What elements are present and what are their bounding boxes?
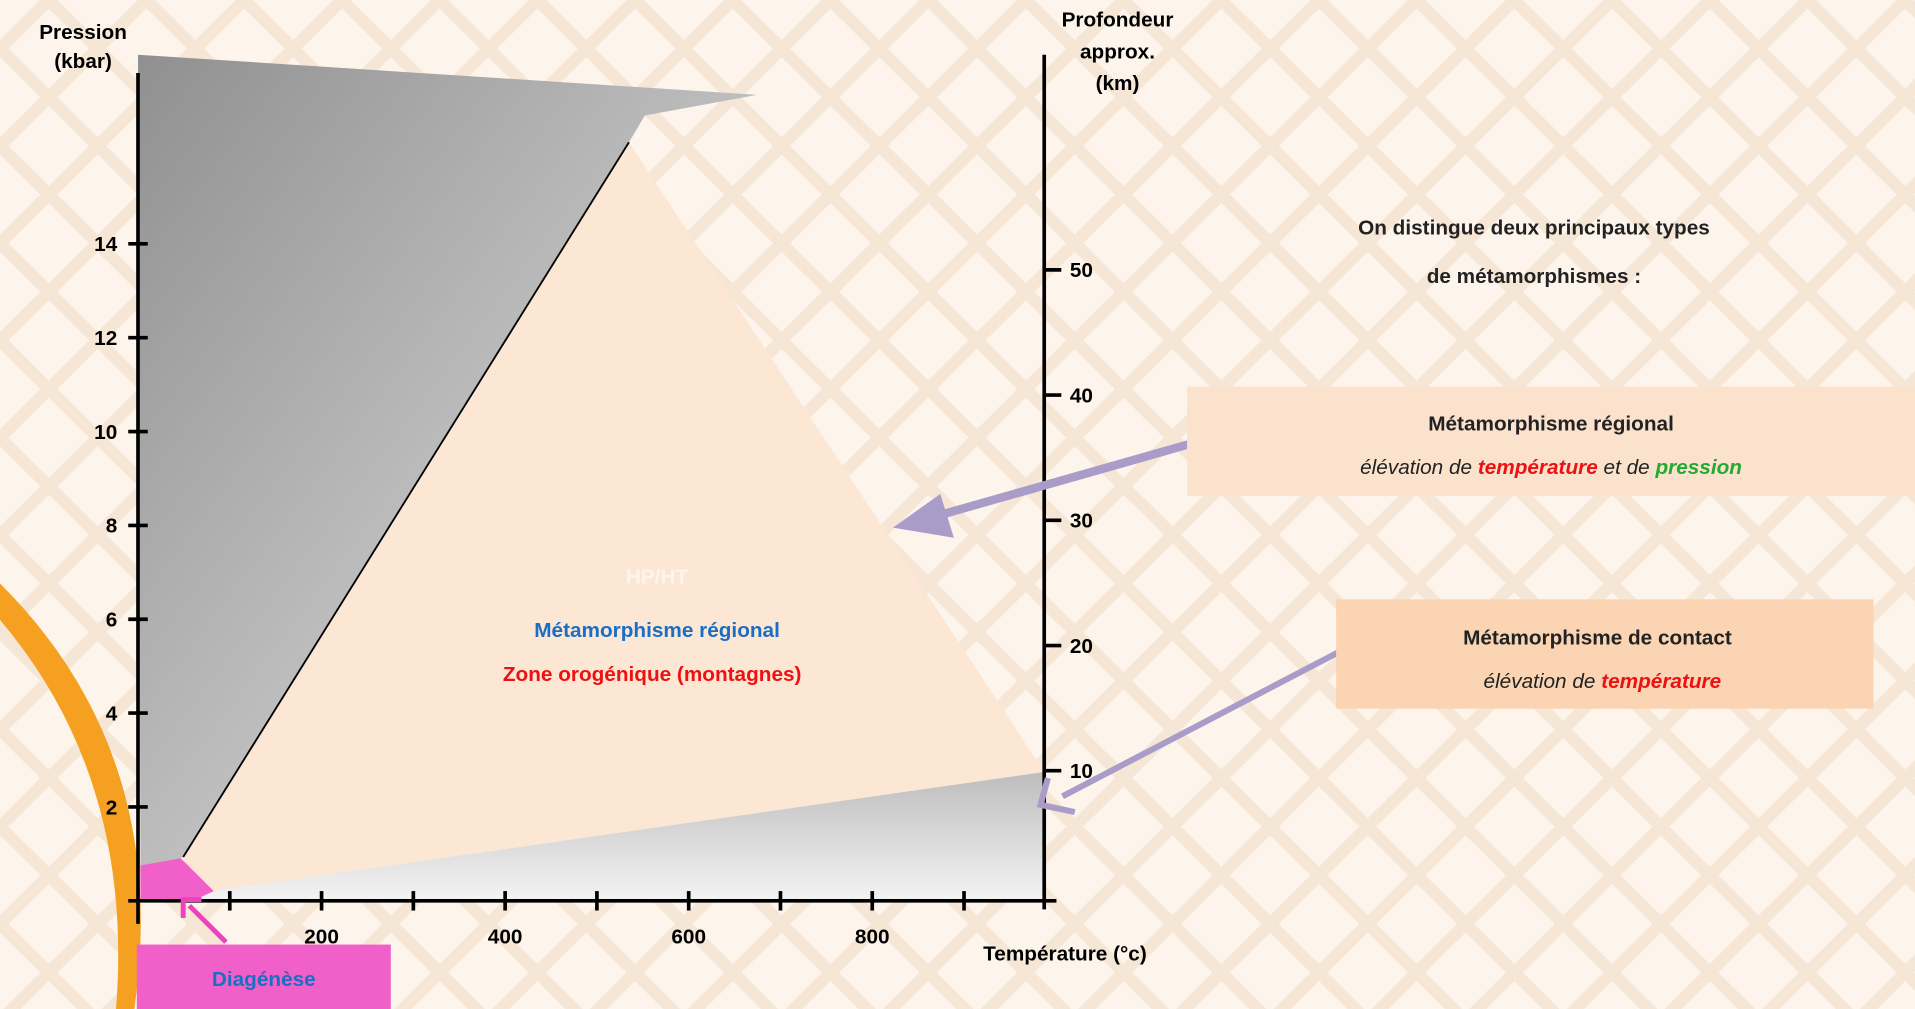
desc-part: température [1601,670,1721,693]
y-axis-title: Pression (kbar) [39,21,127,73]
arrow-head [892,493,954,538]
diagenesis-box [136,944,391,1009]
regional-box [1187,386,1915,496]
box-title: Métamorphisme de contact [1463,626,1732,649]
intro-line: de métamorphismes : [1427,265,1641,288]
y2-axis-title: Profondeur [1062,9,1174,32]
y-tick-label: 12 [94,327,117,350]
diagenesis-zone [140,858,214,900]
x-tick-label: 800 [855,925,890,948]
y-axis-title: Pression [39,21,127,44]
y-tick-label: 8 [106,515,118,538]
regional-zone [183,142,1045,894]
x-tick-label: 200 [304,925,339,948]
y2-tick-label: 50 [1070,259,1093,282]
contact-box [1336,599,1874,709]
x-axis-title: Température (°c) [983,942,1147,965]
boundary [182,141,630,858]
contact-zone [195,771,1045,903]
hp-zone [138,54,758,876]
y-tick-label: 6 [106,609,118,632]
x-tick-label: 600 [671,925,706,948]
arrow [933,439,1192,521]
y2-tick-label: 10 [1070,760,1093,783]
orange-crescent [0,583,141,1009]
intro: On distingue deux principaux types de mét… [1358,217,1710,289]
zone-label: Métamorphisme régional [534,619,780,642]
intro-line: On distingue deux principaux types [1358,217,1710,240]
y-tick-label: 4 [106,702,118,725]
desc-part: élévation de [1484,670,1602,693]
y-tick-label: 10 [94,421,117,444]
y-tick-label: 2 [106,796,118,819]
box-desc: élévation de température [1484,670,1722,693]
desc-part: élévation de [1360,456,1478,479]
zone-label: HP/HT [626,566,689,589]
arrows [892,439,1339,816]
arrow-head [1036,777,1076,816]
arrow [187,903,228,944]
box-desc: élévation de température et de pression [1360,456,1742,479]
y2-tick-label: 40 [1070,384,1093,407]
diagenesis-label: Diagénèse [212,968,316,991]
zone-label: Zone orogénique (montagnes) [503,663,802,686]
y-tick-label: 14 [94,233,118,256]
desc-part: pression [1654,456,1741,479]
y2-tick-label: 20 [1070,635,1093,658]
box-title: Métamorphisme régional [1428,412,1674,435]
desc-part: et de [1598,456,1656,479]
desc-part: température [1478,456,1598,479]
x-tick-label: 400 [488,925,523,948]
y2-axis-title: Profondeur approx. (km) [1062,9,1174,95]
y2-axis-title: (km) [1096,72,1140,95]
y-axis-title: (kbar) [54,50,112,73]
arrow-head [180,897,202,918]
arrow [1061,650,1339,799]
y2-axis-title: approx. [1080,40,1155,63]
y2-tick-label: 30 [1070,510,1093,533]
